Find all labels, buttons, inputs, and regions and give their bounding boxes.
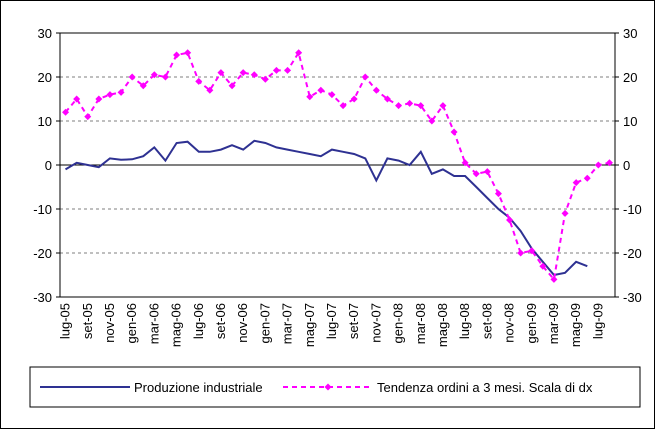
point-marker bbox=[95, 95, 103, 103]
x-tick-label: mag-09 bbox=[568, 303, 583, 347]
point-marker bbox=[461, 159, 469, 167]
x-tick-label: nov-07 bbox=[368, 303, 383, 343]
x-tick-label: set-05 bbox=[80, 303, 95, 339]
x-tick-label: lug-09 bbox=[590, 303, 605, 339]
series-line bbox=[64, 50, 610, 282]
point-marker bbox=[439, 102, 447, 110]
point-marker bbox=[561, 209, 569, 217]
point-marker bbox=[372, 86, 380, 94]
x-tick-label: nov-06 bbox=[235, 303, 250, 343]
x-tick-label: lug-06 bbox=[191, 303, 206, 339]
point-marker bbox=[272, 66, 280, 74]
point-marker bbox=[395, 102, 403, 110]
y-tick-label: -30 bbox=[33, 290, 52, 305]
x-tick-label: lug-08 bbox=[457, 303, 472, 339]
y2-tick-label: 30 bbox=[623, 26, 637, 41]
point-marker bbox=[62, 108, 70, 116]
point-marker bbox=[328, 91, 336, 99]
point-marker bbox=[450, 128, 458, 136]
point-marker bbox=[295, 49, 303, 57]
point-marker bbox=[117, 88, 125, 96]
x-tick-label: set-06 bbox=[213, 303, 228, 339]
point-marker bbox=[383, 95, 391, 103]
point-marker bbox=[550, 275, 558, 283]
x-tick-label: set-07 bbox=[346, 303, 361, 339]
legend-label: Tendenza ordini a 3 mesi. Scala di dx bbox=[377, 380, 593, 395]
y-tick-label: 30 bbox=[38, 26, 52, 41]
series-line bbox=[64, 139, 588, 277]
point-marker bbox=[173, 51, 181, 59]
y2-tick-label: -20 bbox=[623, 246, 642, 261]
x-tick-label: mag-07 bbox=[302, 303, 317, 347]
point-marker bbox=[306, 93, 314, 101]
point-marker bbox=[195, 77, 203, 85]
point-marker bbox=[128, 73, 136, 81]
x-tick-label: mag-08 bbox=[435, 303, 450, 347]
point-marker bbox=[261, 75, 269, 83]
x-tick-label: lug-05 bbox=[58, 303, 73, 339]
x-tick-label: mag-06 bbox=[169, 303, 184, 347]
point-marker bbox=[206, 86, 214, 94]
x-tick-label: gen-06 bbox=[124, 303, 139, 343]
y2-tick-label: 20 bbox=[623, 70, 637, 85]
x-tick-label: mar-09 bbox=[546, 303, 561, 344]
point-marker bbox=[184, 49, 192, 57]
x-tick-label: nov-05 bbox=[102, 303, 117, 343]
point-marker bbox=[317, 86, 325, 94]
point-marker bbox=[472, 170, 480, 178]
point-marker bbox=[339, 102, 347, 110]
point-marker bbox=[84, 113, 92, 121]
point-marker bbox=[350, 95, 358, 103]
point-marker bbox=[150, 71, 158, 79]
legend-label: Produzione industriale bbox=[134, 380, 263, 395]
x-tick-label: mar-08 bbox=[413, 303, 428, 344]
point-marker bbox=[517, 249, 525, 257]
point-marker bbox=[417, 102, 425, 110]
point-marker bbox=[539, 262, 547, 270]
point-marker bbox=[605, 159, 613, 167]
point-marker bbox=[406, 99, 414, 107]
x-tick-label: mar-06 bbox=[146, 303, 161, 344]
y-tick-label: 0 bbox=[45, 158, 52, 173]
point-marker bbox=[428, 117, 436, 125]
x-tick-label: gen-07 bbox=[257, 303, 272, 343]
legend bbox=[29, 366, 641, 408]
y-tick-label: -10 bbox=[33, 202, 52, 217]
y2-tick-label: 0 bbox=[623, 158, 630, 173]
y2-tick-label: -30 bbox=[623, 290, 642, 305]
point-marker bbox=[483, 168, 491, 176]
x-tick-label: gen-09 bbox=[524, 303, 539, 343]
point-marker bbox=[217, 69, 225, 77]
y-tick-label: -20 bbox=[33, 246, 52, 261]
point-marker bbox=[161, 73, 169, 81]
point-marker bbox=[572, 179, 580, 187]
point-marker bbox=[284, 66, 292, 74]
point-marker bbox=[494, 190, 502, 198]
x-tick-label: nov-08 bbox=[502, 303, 517, 343]
point-marker bbox=[506, 216, 514, 224]
legend-marker bbox=[324, 383, 332, 391]
point-marker bbox=[239, 69, 247, 77]
y-tick-label: 10 bbox=[38, 114, 52, 129]
point-marker bbox=[361, 73, 369, 81]
point-marker bbox=[139, 82, 147, 90]
x-tick-label: set-08 bbox=[479, 303, 494, 339]
point-marker bbox=[594, 161, 602, 169]
y2-tick-label: -10 bbox=[623, 202, 642, 217]
x-tick-label: mar-07 bbox=[280, 303, 295, 344]
x-tick-label: lug-07 bbox=[324, 303, 339, 339]
point-marker bbox=[528, 247, 536, 255]
point-marker bbox=[583, 174, 591, 182]
point-marker bbox=[250, 71, 258, 79]
point-marker bbox=[106, 91, 114, 99]
y-tick-label: 20 bbox=[38, 70, 52, 85]
point-marker bbox=[228, 82, 236, 90]
point-marker bbox=[73, 95, 81, 103]
y2-tick-label: 10 bbox=[623, 114, 637, 129]
x-tick-label: gen-08 bbox=[391, 303, 406, 343]
